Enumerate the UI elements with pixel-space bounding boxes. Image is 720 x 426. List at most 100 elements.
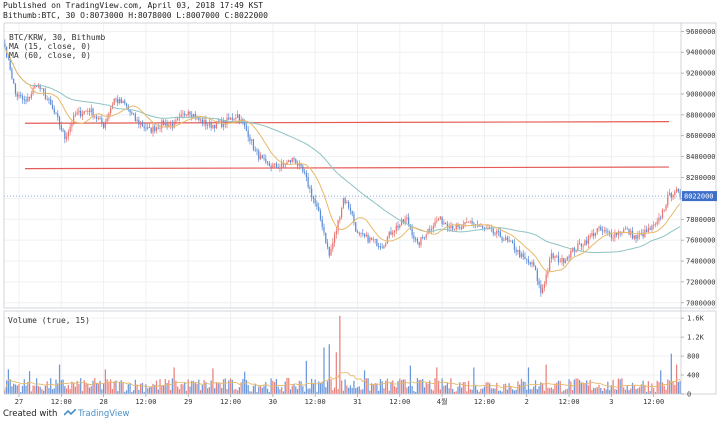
candle-body <box>339 217 341 221</box>
candle-body <box>422 237 424 238</box>
volume-bar <box>582 382 584 394</box>
volume-bar <box>312 383 315 394</box>
candle-body <box>157 127 159 129</box>
candle-body <box>579 243 581 245</box>
volume-bar <box>21 385 24 394</box>
volume-bar <box>393 386 396 394</box>
candle-body <box>152 126 154 133</box>
candle-body <box>584 240 586 246</box>
volume-bar <box>67 385 69 394</box>
price-tick-label: 7200000 <box>686 278 716 286</box>
volume-bar <box>425 382 427 394</box>
volume-bar <box>55 379 57 394</box>
volume-bar <box>245 379 248 394</box>
volume-bar <box>550 387 553 394</box>
tradingview-brand: TradingView <box>78 409 130 419</box>
candle-body <box>457 224 459 227</box>
candle-body <box>102 123 105 128</box>
volume-bar <box>446 382 449 394</box>
candle-body <box>177 118 179 121</box>
volume-bar <box>608 390 611 394</box>
volume-bar <box>406 387 408 394</box>
candle-body <box>252 139 255 150</box>
candle-body <box>148 127 151 128</box>
candle-body <box>229 117 232 120</box>
volume-bar <box>541 384 544 394</box>
candle-body <box>448 227 450 229</box>
time-tick-label: 12:00 <box>220 398 241 406</box>
volume-bar <box>305 360 307 394</box>
volume-bar <box>536 389 538 394</box>
candle-body <box>432 226 434 230</box>
volume-bar <box>559 381 561 394</box>
volume-bar <box>571 390 574 394</box>
time-axis: 27 12:00 28 12:00 29 12:00 30 12:00 31 12:00 4월 12:… <box>15 394 664 406</box>
volume-bar <box>319 382 322 394</box>
volume-bar <box>605 389 607 394</box>
candle-body <box>407 217 410 225</box>
candle-body <box>192 114 195 117</box>
candle-body <box>233 118 235 120</box>
volume-bar <box>326 381 329 394</box>
volume-bar <box>252 385 255 394</box>
time-tick-label: 12:00 <box>643 398 664 406</box>
candle-body <box>452 225 454 230</box>
volume-bar <box>51 389 54 394</box>
volume-bar <box>73 382 75 394</box>
volume-bar <box>642 380 644 394</box>
candle-body <box>601 230 604 232</box>
volume-bar <box>489 383 491 394</box>
candle-body <box>536 270 538 281</box>
volume-bar <box>437 380 440 394</box>
volume-bar <box>291 385 293 394</box>
candle-body <box>69 126 71 132</box>
volume-bar <box>453 391 456 394</box>
volume-bar <box>395 387 397 394</box>
volume-bar <box>658 382 660 394</box>
candle-body <box>367 234 369 243</box>
volume-bar <box>323 347 325 394</box>
horizontal-resistance-lines[interactable] <box>24 121 670 170</box>
price-tick-label: 7400000 <box>686 258 716 266</box>
candle-body <box>404 219 406 223</box>
last-price-badge-bg <box>682 191 717 202</box>
volume-bar <box>485 382 487 394</box>
volume-bar <box>296 389 299 394</box>
volume-bar <box>279 389 281 394</box>
candle-body <box>526 259 528 260</box>
candle-body <box>110 108 112 114</box>
volume-bar <box>365 378 367 394</box>
candle-body <box>621 233 623 234</box>
time-tick-label: 30 <box>269 398 277 406</box>
volume-bar <box>238 387 240 394</box>
volume-bar <box>221 387 223 394</box>
candle-body <box>265 159 267 162</box>
candle-body <box>616 232 618 235</box>
volume-bar <box>208 387 211 394</box>
price-tick-label: 7000000 <box>686 299 716 307</box>
candle-body <box>83 111 85 114</box>
volume-bar <box>118 382 121 394</box>
candle-body <box>247 130 249 138</box>
volume-bar <box>589 379 591 394</box>
volume-bar <box>432 390 434 394</box>
price-tick-label: 9000000 <box>686 90 716 98</box>
candle-body <box>14 83 17 94</box>
candle-body <box>460 227 463 229</box>
candle-body <box>496 230 498 234</box>
volume-bar <box>295 386 297 394</box>
volume-bar <box>570 381 572 394</box>
volume-bar <box>630 388 632 394</box>
candle-body <box>397 225 399 228</box>
volume-bar <box>626 385 628 394</box>
volume-bar <box>370 383 373 394</box>
volume-bar <box>175 380 177 394</box>
volume-bar <box>675 364 678 394</box>
candle-body <box>274 163 276 165</box>
candle-body <box>249 137 251 141</box>
volume-bar <box>556 382 558 394</box>
volume-bar <box>612 379 614 394</box>
volume-bar <box>430 389 433 394</box>
volume-bar <box>258 386 260 394</box>
